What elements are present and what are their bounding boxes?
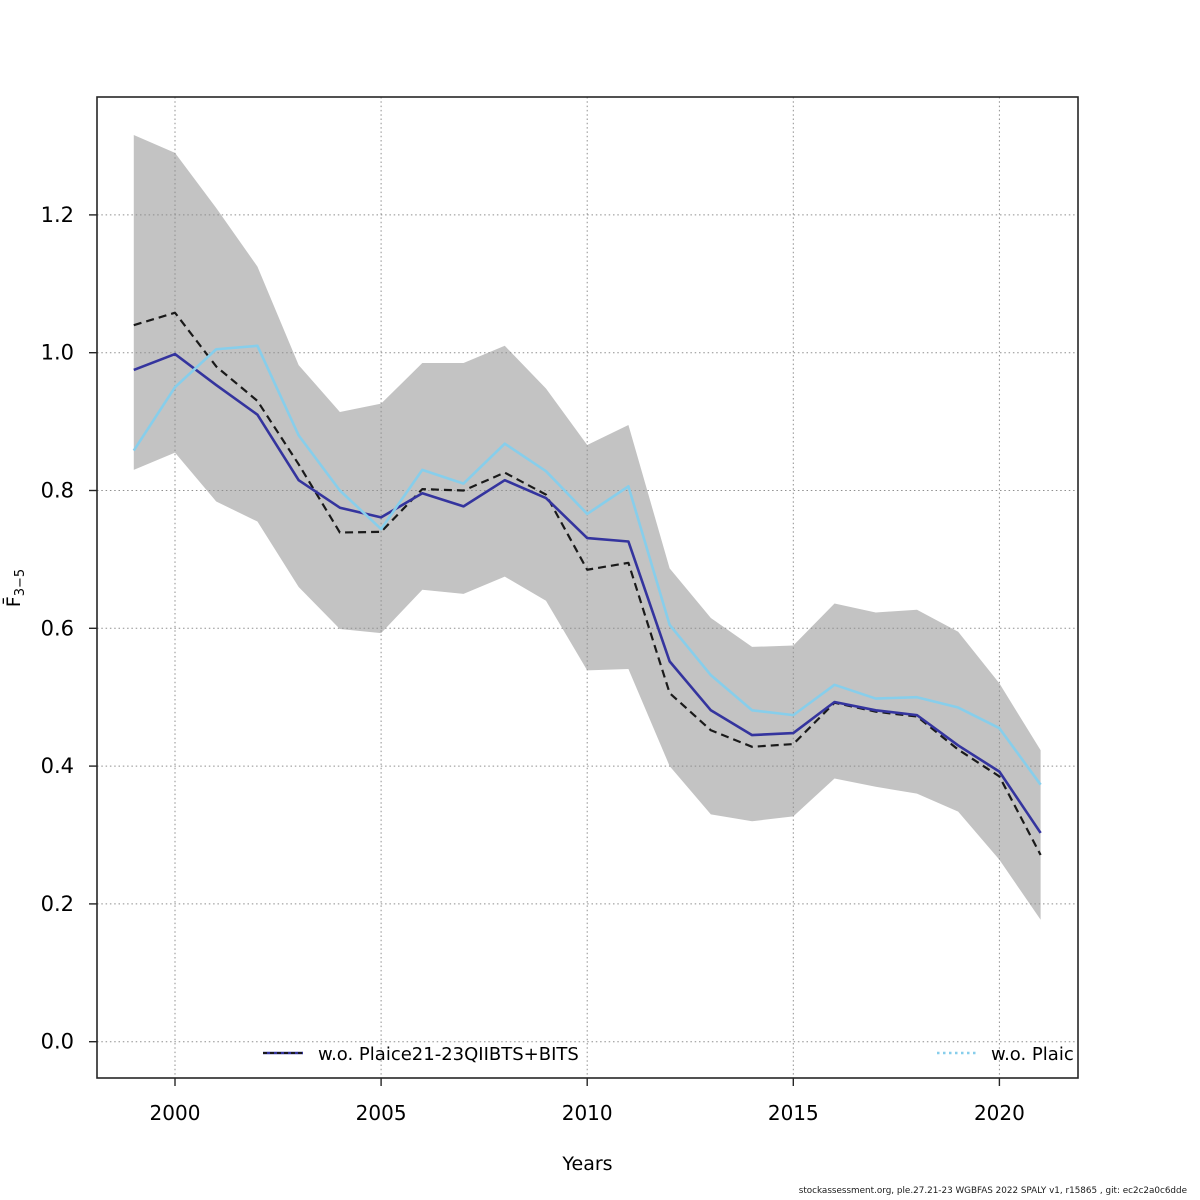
- y-tick-label: 0.6: [41, 616, 74, 640]
- x-axis-label: Years: [561, 1153, 612, 1175]
- y-tick-label: 1.2: [41, 203, 74, 227]
- plot-geometry: [89, 96, 1079, 1086]
- svg-text:F̄3−5: F̄3−5: [1, 569, 28, 607]
- x-tick-label: 2010: [562, 1101, 613, 1125]
- legend-label-wo-plaice21-23qiibts-bits: w.o. Plaice21-23QIIBTS+BITS: [318, 1044, 579, 1065]
- base-run-line: [133, 311, 1042, 856]
- y-tick-label: 0.2: [41, 892, 74, 916]
- y-tick-label: 1.0: [41, 341, 74, 365]
- footer-attribution: stockassessment.org, ple.27.21-23 WGBFAS…: [799, 1186, 1187, 1196]
- legend-label-wo-plaice-truncated: w.o. Plaic: [991, 1044, 1074, 1065]
- y-tick-label: 0.4: [41, 754, 74, 778]
- wo-plaice21-23qiibts-bits-line: [133, 352, 1042, 834]
- x-tick-label: 2020: [974, 1101, 1025, 1125]
- y-tick-label: 0.0: [41, 1030, 74, 1054]
- x-tick-label: 2005: [356, 1101, 407, 1125]
- x-tick-label: 2015: [768, 1101, 819, 1125]
- y-tick-label: 0.8: [41, 479, 74, 503]
- y-axis-label: F̄3−5: [1, 569, 28, 607]
- x-tick-label: 2000: [150, 1101, 201, 1125]
- wo-plaice-truncated-line: [132, 344, 1042, 786]
